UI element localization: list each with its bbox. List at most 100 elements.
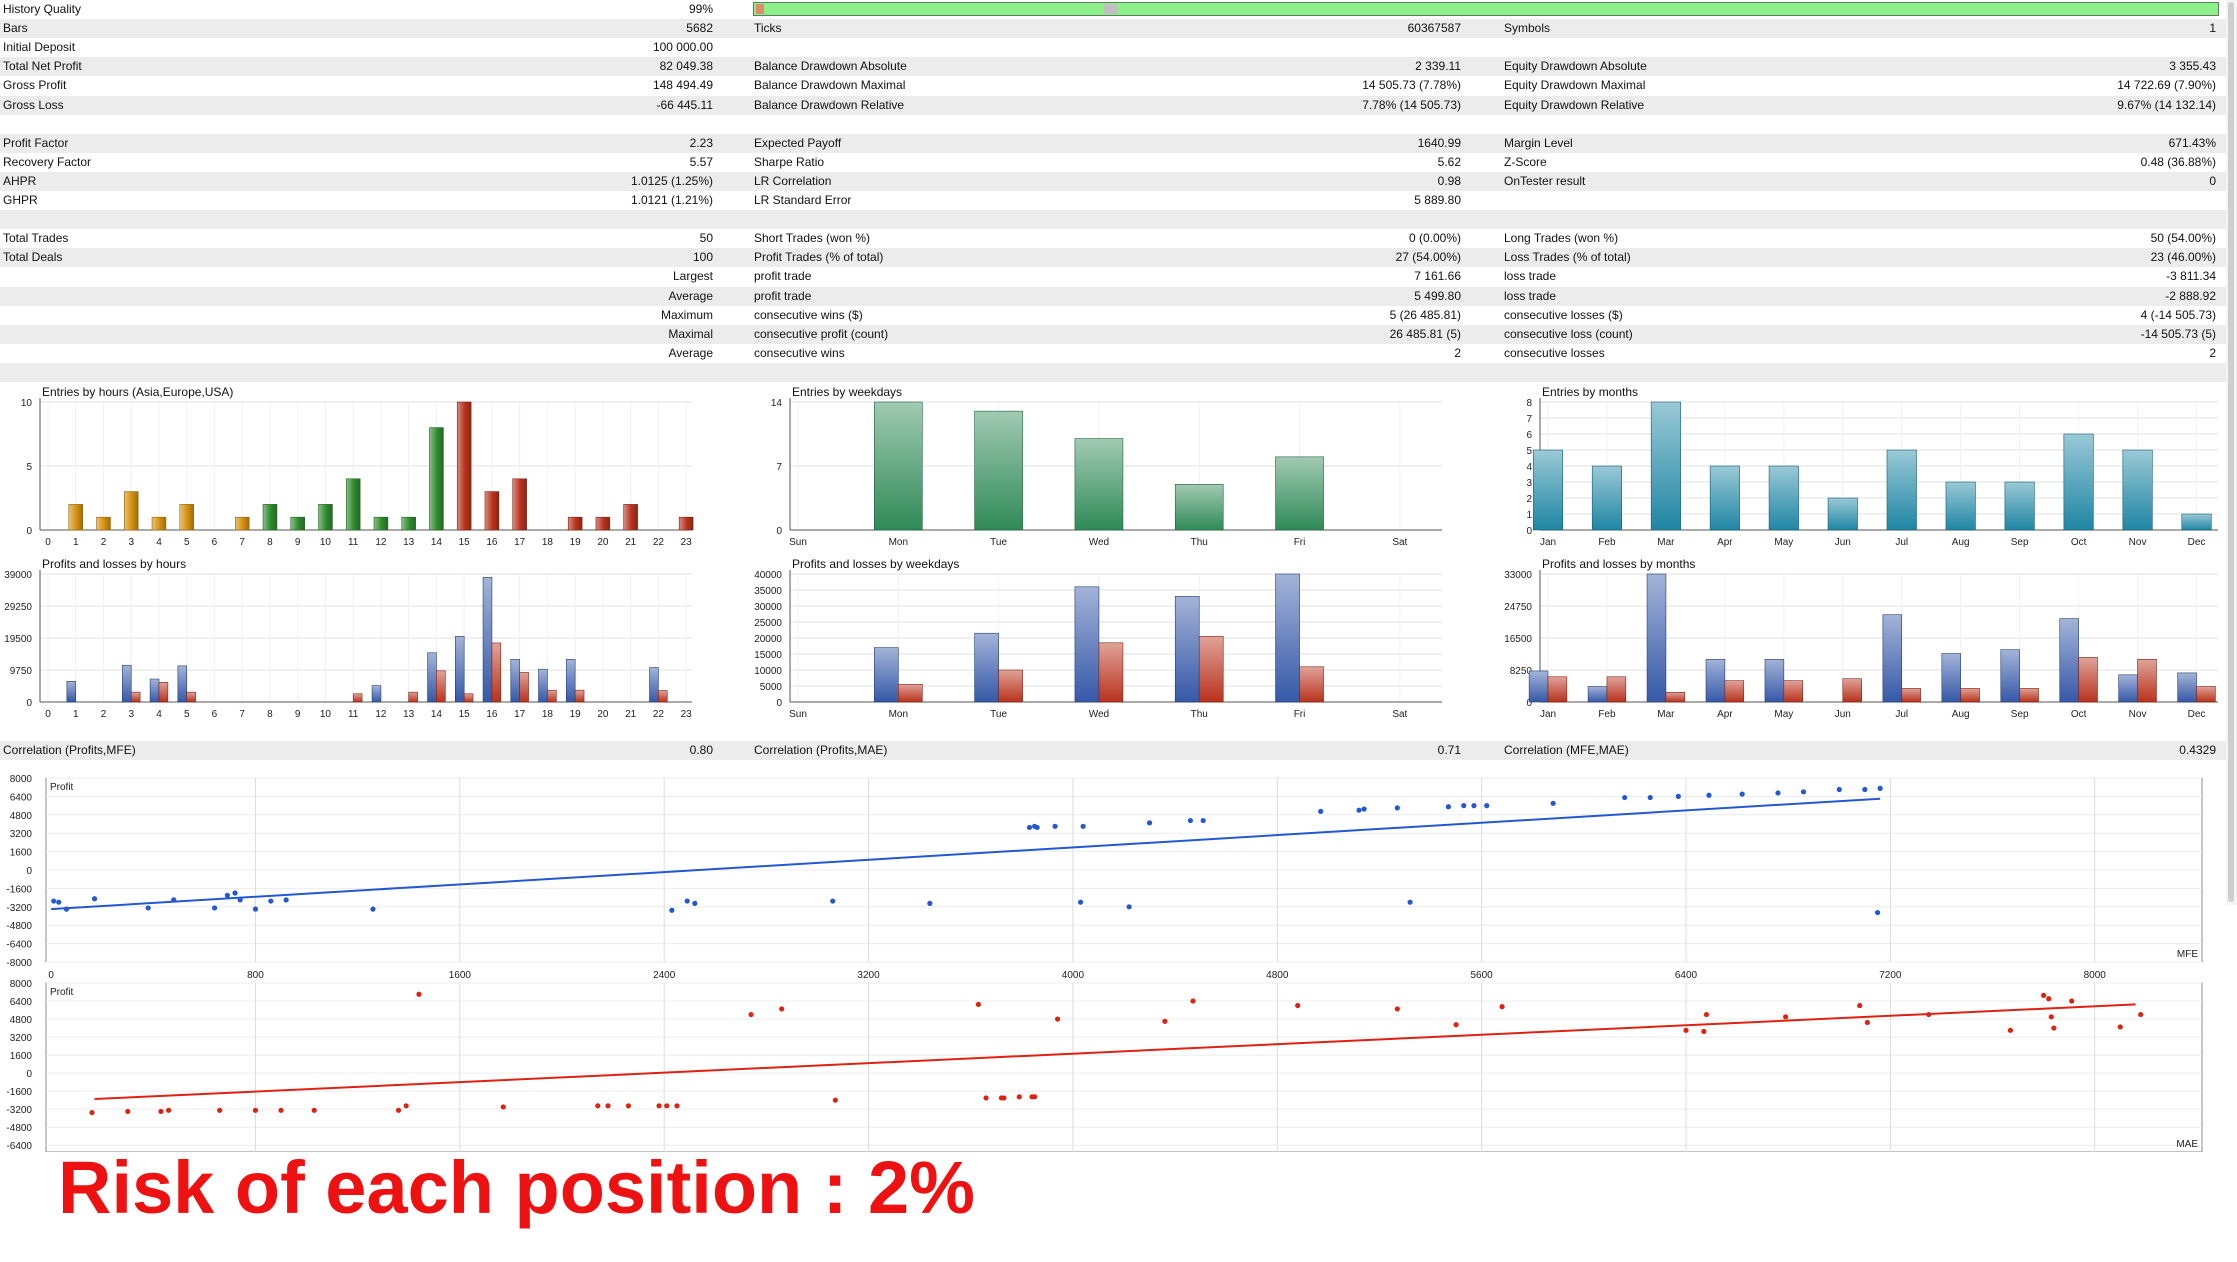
x-tick-label: Sat (1392, 709, 1407, 720)
x-tick-label: Apr (1717, 537, 1733, 548)
chart-title: Entries by hours (Asia,Europe,USA) (42, 385, 233, 399)
trend-line (51, 797, 1881, 911)
scatter-point (1862, 786, 1868, 793)
stat-row: Average profit trade 5 499.80 loss trade -2 … (0, 287, 2226, 306)
entries-bar (68, 504, 83, 531)
y-tick-label: 0 (26, 526, 32, 537)
y-tick-label: -6400 (6, 1141, 32, 1152)
entries-bar (1945, 481, 1976, 531)
y-tick-label: -1600 (6, 1087, 32, 1098)
scatter-point (1016, 1094, 1022, 1100)
stat-row: Average consecutive wins 2 consecutive loss… (0, 344, 2226, 363)
profit-bar (2118, 674, 2138, 703)
scatter-point (1857, 1002, 1863, 1009)
scatter-point (268, 898, 274, 904)
scatter-point (1126, 904, 1132, 910)
scatter-point (217, 1107, 223, 1113)
y-tick-label: 5000 (760, 682, 783, 693)
scatter-point (2051, 1025, 2057, 1031)
stat-label: Balance Drawdown Absolute (754, 59, 907, 73)
history-quality-marker-start (756, 4, 764, 14)
y-tick-label: 0 (1526, 526, 1532, 537)
stat-value: 148 494.49 (652, 78, 713, 92)
profit-bar (1764, 659, 1785, 703)
scatter-point (166, 1107, 172, 1113)
scatter-point (1877, 785, 1883, 791)
stat-row (0, 210, 2226, 229)
stat-value: -66 445.11 (656, 98, 714, 112)
history-quality-bar (753, 2, 2219, 16)
scatter-point (1739, 791, 1745, 797)
x-tick-label: 22 (653, 537, 665, 548)
x-tick-label: Mar (1657, 537, 1675, 548)
scatter-point (1394, 1006, 1400, 1012)
loss-bar (547, 689, 557, 703)
x-tick-label: Jun (1835, 709, 1851, 720)
x-tick-label: 8000 (2084, 970, 2107, 980)
stat-row (0, 115, 2226, 134)
scatter-point (1318, 808, 1324, 814)
x-tick-label: 20 (597, 537, 609, 548)
stat-value: 99% (688, 2, 713, 16)
loss-bar (1098, 642, 1124, 703)
scatter-point (1034, 824, 1040, 831)
y-tick-label: 0 (26, 1069, 32, 1080)
scatter-point (1001, 1095, 1007, 1101)
profit-bar (1646, 573, 1667, 703)
stat-label: Profit Trades (% of total) (754, 250, 884, 264)
stat-label: GHPR (3, 193, 38, 207)
chart-title: Profits and losses by weekdays (792, 557, 959, 571)
loss-bar (1724, 680, 1745, 703)
stat-label: Balance Drawdown Relative (754, 98, 905, 112)
scatter-point (2007, 1027, 2014, 1033)
scatter-point (1550, 800, 1556, 806)
loss-bar (186, 691, 196, 703)
x-tick-label: Dec (2188, 537, 2206, 548)
stat-value: -3 811.34 (2166, 269, 2216, 283)
profit-bar (1275, 573, 1300, 703)
scatter-point (1026, 824, 1033, 831)
entries-bar (678, 516, 694, 531)
x-tick-label: 0 (45, 709, 51, 720)
scatter-point (1190, 998, 1196, 1004)
y-tick-label: 39000 (4, 570, 32, 581)
chart-title: Profits and losses by hours (42, 557, 186, 571)
loss-bar (2196, 686, 2216, 703)
y-tick-label: 0 (776, 698, 782, 709)
stat-row: Gross Loss -66 445.11 Balance Drawdown Rel… (0, 96, 2226, 115)
stat-label: Expected Payoff (754, 136, 842, 150)
scatter-point (370, 906, 376, 912)
entries-bar (623, 504, 638, 531)
stat-value: 2.23 (689, 136, 713, 150)
x-tick-label: 10 (320, 537, 332, 548)
loss-bar (574, 689, 585, 703)
scatter-point (2117, 1024, 2123, 1030)
y-tick-label: 8 (1526, 398, 1532, 409)
stat-value: 14 722.69 (7.90%) (2117, 78, 2216, 92)
stat-label: Total Deals (3, 250, 63, 264)
y-tick-label: 19500 (4, 634, 32, 645)
stat-row: Total Net Profit 82 049.38 Balance Drawdow… (0, 57, 2226, 76)
x-tick-label: Mar (1657, 709, 1675, 720)
y-tick-label: 5 (26, 462, 32, 473)
entries-bar (1174, 483, 1224, 531)
scatter-point (2069, 998, 2075, 1004)
stat-label: profit trade (754, 269, 812, 283)
scatter-point (211, 905, 218, 911)
x-tick-label: Sep (2011, 537, 2029, 548)
scatter-point (91, 896, 98, 902)
scatter-point (1080, 823, 1086, 829)
entries-bar (1650, 401, 1681, 531)
x-tick-label: Wed (1089, 709, 1109, 720)
x-tick-label: 4 (156, 709, 162, 720)
x-tick-label: 5 (184, 537, 190, 548)
scatter-point (1407, 899, 1413, 905)
stat-row (0, 363, 2226, 382)
x-tick-label: 3200 (857, 970, 880, 980)
vertical-scrollbar-thumb[interactable] (2228, 2, 2234, 902)
y-tick-label: 6400 (10, 792, 33, 803)
x-axis-title: MAE (2176, 1139, 2198, 1150)
scatter-point (1187, 817, 1194, 824)
y-tick-label: 29250 (4, 602, 32, 613)
x-tick-label: 19 (570, 709, 582, 720)
